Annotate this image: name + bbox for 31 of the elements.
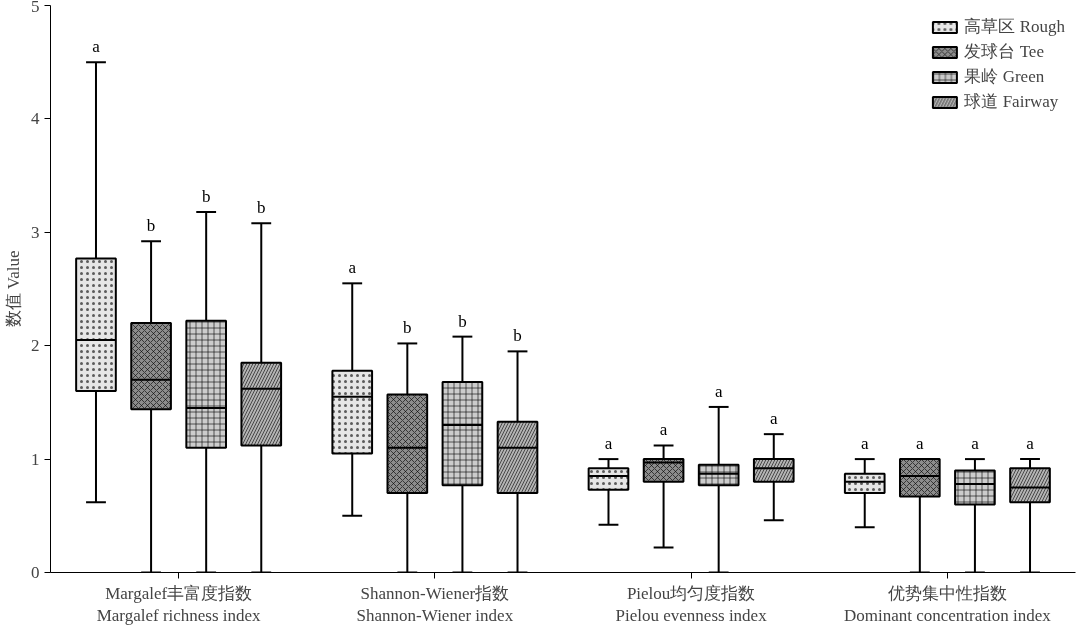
text: b (257, 198, 266, 218)
legend-label: 发球台 Tee (964, 41, 1044, 63)
y-tick-label: 0 (31, 563, 40, 582)
text: b (146, 216, 156, 236)
text: a (916, 434, 924, 454)
text: a (714, 381, 723, 401)
y-tick-label: 3 (31, 222, 40, 242)
y-tick-label: 4 (31, 109, 40, 129)
text: a (860, 434, 869, 454)
y-axis-title: 数值 Value (4, 250, 23, 328)
text: b (513, 326, 522, 346)
x-tick-label: Shannon-Wiener指数 Shannon-Wiener index (356, 583, 514, 626)
text: b (403, 318, 412, 338)
text: a (348, 258, 357, 278)
text: b (458, 311, 467, 331)
text: a (769, 409, 778, 429)
legend-label: 果岭 Green (964, 66, 1045, 88)
text: a (92, 37, 100, 57)
text: b (201, 186, 211, 206)
text: a (971, 434, 979, 454)
text: a (604, 434, 613, 454)
x-tick-label: 优势集中性指数 Dominant concentration index (843, 583, 1052, 626)
legend-label: 球道 Fairway (964, 91, 1059, 113)
text: a (659, 420, 668, 440)
y-tick-label: 1 (31, 449, 40, 469)
text: a (1026, 434, 1034, 454)
x-tick-label: Margalef丰富度指数 Margalef richness index (96, 583, 262, 626)
x-tick-label: Pielou均匀度指数 Pielou evenness index (615, 583, 768, 626)
legend-label: 高草区 Rough (964, 16, 1065, 38)
y-tick-label: 5 (31, 0, 40, 16)
y-tick-label: 2 (31, 336, 40, 356)
